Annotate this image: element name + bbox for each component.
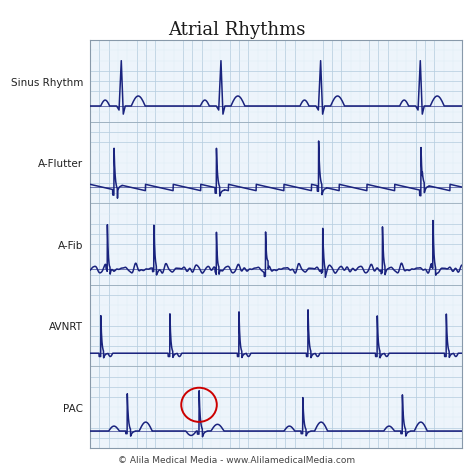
Text: PAC: PAC [63,404,83,414]
Text: Atrial Rhythms: Atrial Rhythms [168,21,306,39]
Text: A-Flutter: A-Flutter [38,159,83,169]
Text: Sinus Rhythm: Sinus Rhythm [10,78,83,88]
Text: © Alila Medical Media - www.AlilamedicalMedia.com: © Alila Medical Media - www.Alilamedical… [118,456,356,465]
Text: A-Fib: A-Fib [57,241,83,251]
Text: AVNRT: AVNRT [49,322,83,332]
